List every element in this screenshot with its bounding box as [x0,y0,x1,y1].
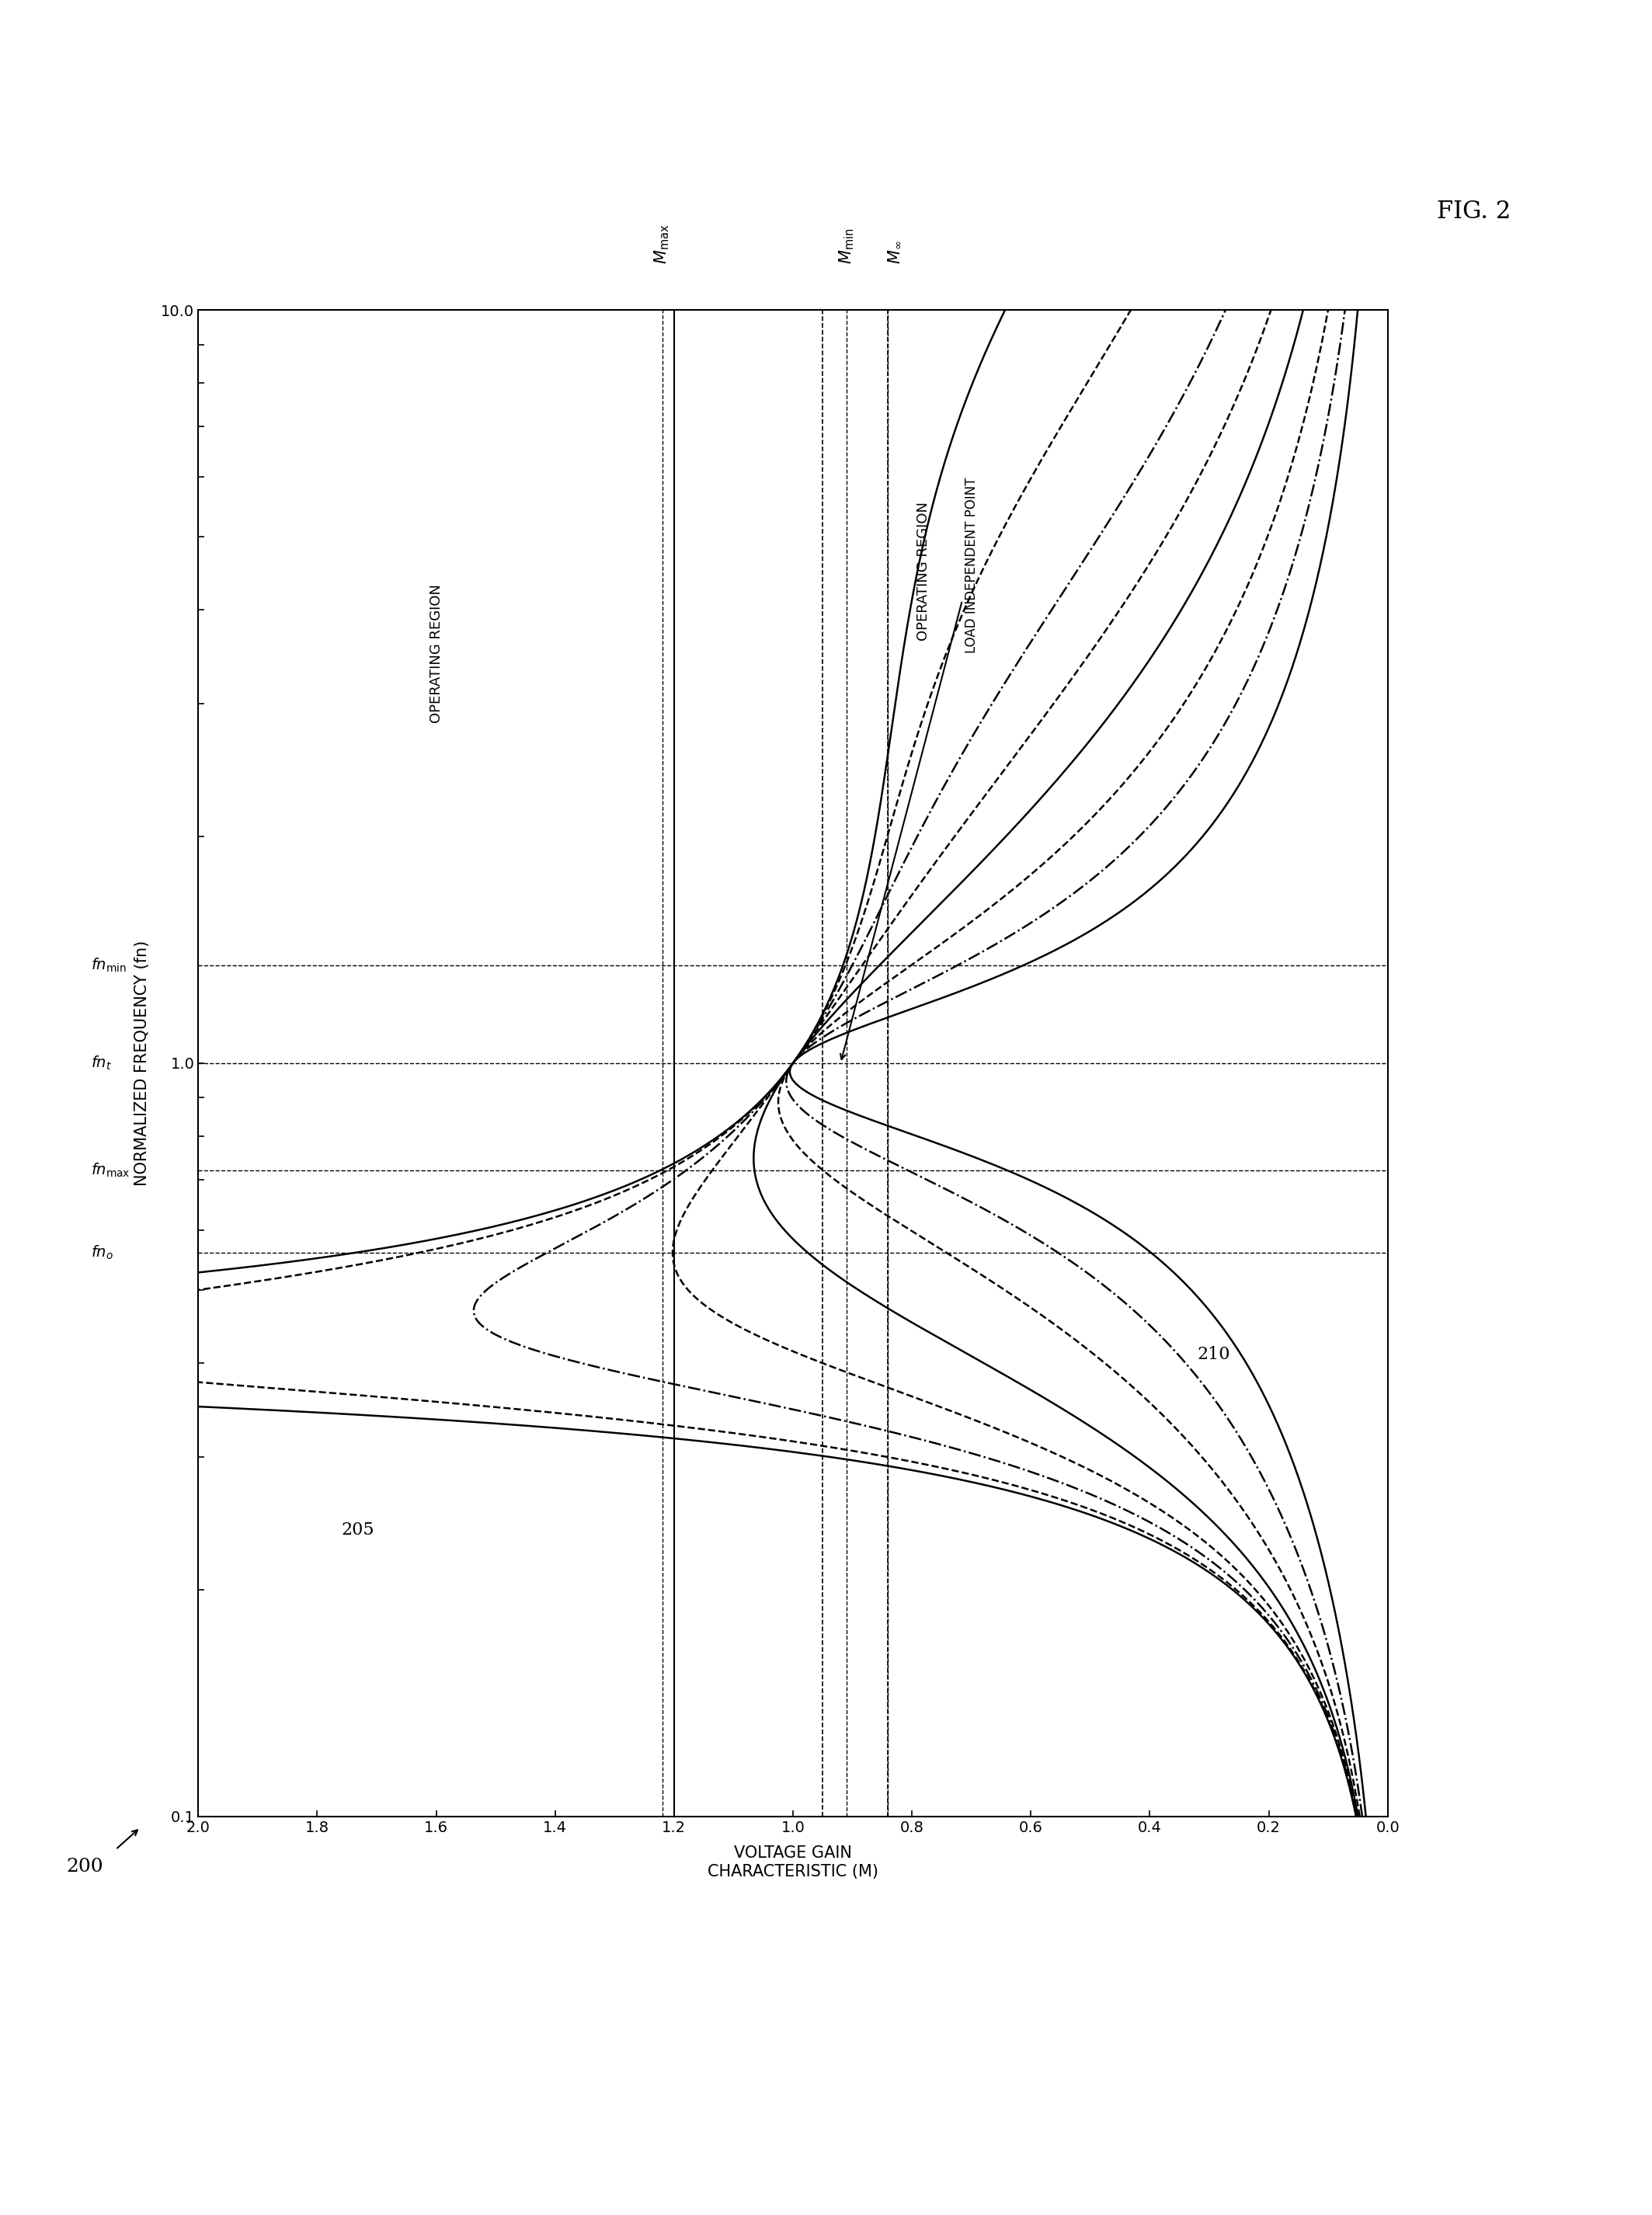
Text: $M_{\rm max}$: $M_{\rm max}$ [653,224,671,264]
Text: $fn_o$: $fn_o$ [91,1245,114,1263]
Text: OPERATING REGION: OPERATING REGION [430,585,443,722]
Text: FIG. 2: FIG. 2 [1437,199,1512,224]
Text: 200: 200 [66,1858,102,1876]
Text: OPERATING REGION: OPERATING REGION [917,503,930,640]
Y-axis label: NORMALIZED FREQUENCY (fn): NORMALIZED FREQUENCY (fn) [135,941,150,1185]
Text: $M_{\rm min}$: $M_{\rm min}$ [838,228,856,264]
Text: $fn_{\rm max}$: $fn_{\rm max}$ [91,1163,131,1178]
Text: 210: 210 [1198,1347,1231,1364]
Text: 205: 205 [340,1522,373,1539]
X-axis label: VOLTAGE GAIN
CHARACTERISTIC (M): VOLTAGE GAIN CHARACTERISTIC (M) [707,1845,879,1878]
Text: $M_{\infty}$: $M_{\infty}$ [885,241,902,264]
Text: $fn_t$: $fn_t$ [91,1054,112,1072]
Text: LOAD INDEPENDENT POINT: LOAD INDEPENDENT POINT [841,478,978,1059]
Text: $fn_{\rm min}$: $fn_{\rm min}$ [91,957,127,975]
